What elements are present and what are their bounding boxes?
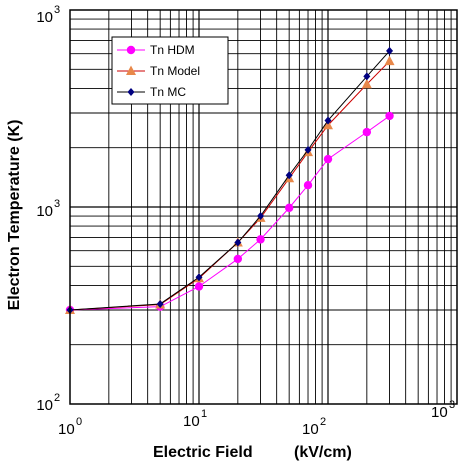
legend: Tn HDM Tn Model Tn MC: [111, 36, 229, 105]
x-tick-label: 10 2: [302, 416, 326, 438]
x-tick-label-exp: 0: [76, 416, 82, 428]
legend-item: Tn Model: [117, 64, 200, 78]
legend-label: Tn Model: [150, 64, 200, 78]
series-line: [69, 50, 390, 311]
data-point: [303, 181, 313, 190]
series-line: [69, 115, 390, 311]
data-point: [233, 254, 243, 264]
data-point: [195, 273, 203, 282]
data-point: [385, 111, 394, 121]
data-point: [323, 119, 333, 130]
x-tick-label: 10 1: [183, 408, 207, 430]
y-axis-label: Electron Temperature (K): [6, 120, 23, 311]
plot-frame: [69, 9, 458, 405]
x-tick-label-base: 10: [58, 421, 75, 438]
x-axis-unit: (kV/cm): [294, 444, 352, 461]
legend-marker: [126, 45, 136, 55]
data-point: [323, 154, 333, 164]
x-tick-label-exp: 2: [320, 416, 326, 428]
x-axis-label: Electric Field: [153, 444, 253, 461]
legend-marker: [126, 65, 136, 75]
legend-marker: [127, 88, 135, 96]
y-tick-label: 10 3: [36, 4, 60, 26]
x-tick-label-base: 10: [183, 413, 200, 430]
x-tick-label-base: 10: [302, 421, 319, 438]
series-layer: [65, 46, 395, 315]
legend-items: Tn HDM Tn Model Tn MC: [117, 43, 200, 99]
data-point: [363, 72, 371, 81]
legend-label: Tn HDM: [150, 43, 195, 57]
data-point: [324, 116, 332, 125]
tick-labels: 10 0 10 110 210 310 210 310 3: [36, 4, 455, 438]
data-point: [256, 235, 265, 244]
data-point: [304, 145, 312, 154]
y-tick-label: 10 2: [36, 392, 60, 414]
data-point: [362, 127, 372, 137]
legend-item: Tn HDM: [117, 43, 195, 57]
y-tick-label-base: 10: [36, 9, 53, 26]
data-point: [156, 299, 164, 308]
data-point: [285, 171, 293, 180]
data-point: [284, 203, 294, 213]
x-tick-label-base: 10: [431, 404, 448, 421]
x-tick-label: 10 3: [431, 399, 455, 421]
series-2: [66, 46, 394, 315]
legend-item: Tn MC: [117, 85, 186, 99]
data-point: [234, 238, 242, 247]
x-tick-label-exp: 1: [201, 408, 207, 420]
y-tick-label-exp: 2: [54, 392, 60, 404]
series-line: [69, 60, 390, 311]
data-point: [257, 212, 265, 221]
data-point: [386, 46, 394, 55]
y-tick-label-exp: 3: [54, 4, 60, 16]
x-tick-label-exp: 3: [449, 399, 455, 411]
series-0: [65, 111, 394, 315]
y-tick-label-exp: 3: [54, 198, 60, 210]
legend-label: Tn MC: [150, 85, 186, 99]
y-tick-label-base: 10: [36, 397, 53, 414]
y-tick-label: 10 3: [36, 198, 60, 220]
data-point: [361, 78, 372, 89]
data-point: [384, 55, 395, 66]
x-tick-label: 10 0: [58, 416, 82, 438]
data-point: [194, 282, 204, 291]
y-tick-label-base: 10: [36, 203, 53, 220]
